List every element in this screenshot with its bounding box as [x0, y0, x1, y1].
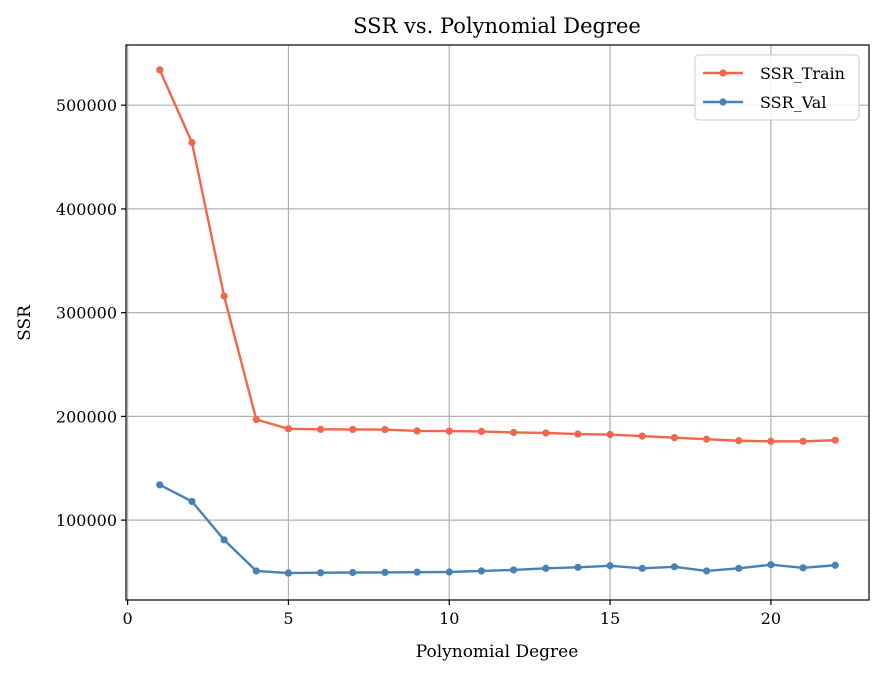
data-point-ssr-train [220, 292, 228, 300]
series-ssr-val [156, 481, 839, 577]
legend-frame [694, 54, 860, 121]
data-point-ssr-train [735, 437, 743, 445]
data-point-ssr-train [509, 428, 518, 437]
plot-frame [125, 44, 870, 601]
data-point-ssr-val [670, 563, 679, 571]
legend-label: SSR_Train [760, 64, 845, 83]
y-tick-label: 100000 [56, 511, 117, 530]
data-point-ssr-train [638, 432, 646, 440]
data-point-ssr-train [188, 138, 196, 147]
x-tick-label: 10 [439, 609, 459, 628]
series-layer [156, 66, 839, 577]
x-tick-label: 15 [600, 609, 620, 628]
data-point-ssr-val [542, 564, 550, 572]
data-point-ssr-val [316, 569, 325, 577]
y-axis-label: SSR [15, 304, 35, 341]
legend: SSR_Train SSR_Val [694, 54, 860, 121]
x-tick-label: 20 [761, 609, 781, 628]
data-point-ssr-val [284, 569, 293, 577]
data-point-ssr-val [477, 567, 486, 575]
data-point-ssr-train [542, 429, 550, 437]
data-point-ssr-train [284, 425, 293, 433]
data-point-ssr-val [445, 568, 453, 576]
x-axis-ticks: 0 5 10 15 20 [123, 600, 781, 628]
data-point-ssr-train [702, 435, 711, 443]
legend-item: SSR_Val [703, 93, 826, 112]
series-ssr-train [156, 66, 839, 445]
data-point-ssr-val [574, 563, 582, 571]
data-point-ssr-val [413, 568, 421, 576]
data-point-ssr-val [606, 562, 614, 570]
data-point-ssr-val [831, 561, 839, 569]
data-point-ssr-train [799, 437, 807, 445]
data-point-ssr-train [477, 427, 486, 436]
data-point-ssr-train [670, 434, 679, 442]
data-point-ssr-train [156, 66, 164, 74]
data-point-ssr-val [220, 536, 228, 544]
data-point-ssr-train [349, 425, 357, 434]
data-point-ssr-val [735, 564, 743, 572]
y-tick-label: 200000 [56, 407, 117, 426]
legend-swatch-marker [719, 69, 727, 77]
legend-swatch-marker [719, 98, 727, 106]
data-point-ssr-val [381, 568, 389, 577]
data-point-ssr-train [381, 425, 389, 434]
x-tick-label: 5 [283, 609, 293, 628]
data-point-ssr-train [767, 437, 775, 445]
data-point-ssr-val [638, 564, 646, 572]
data-point-ssr-train [606, 430, 614, 439]
legend-item: SSR_Train [703, 64, 845, 83]
data-point-ssr-val [799, 564, 807, 572]
x-tick-label: 0 [123, 609, 133, 628]
series-line-ssr-val [159, 483, 836, 575]
series-line-ssr-train [158, 69, 836, 443]
chart-title: SSR vs. Polynomial Degree [353, 14, 641, 38]
data-point-ssr-train [413, 427, 421, 435]
data-point-ssr-val [349, 568, 357, 577]
data-point-ssr-val [156, 481, 164, 489]
data-point-ssr-train [316, 425, 325, 433]
y-axis-ticks: 100000 200000 300000 400000 500000 [56, 96, 126, 530]
data-point-ssr-train [445, 427, 453, 435]
y-tick-label: 300000 [56, 304, 117, 323]
data-point-ssr-val [252, 567, 260, 575]
data-point-ssr-val [188, 497, 196, 506]
legend-label: SSR_Val [760, 93, 826, 112]
y-tick-label: 400000 [56, 200, 117, 219]
data-point-ssr-val [702, 567, 711, 575]
x-axis-label: Polynomial Degree [416, 642, 579, 662]
data-point-ssr-train [574, 430, 582, 438]
data-point-ssr-val [509, 566, 518, 574]
y-tick-label: 500000 [56, 96, 117, 115]
data-point-ssr-train [831, 436, 839, 444]
data-point-ssr-train [252, 415, 260, 424]
data-point-ssr-val [767, 561, 775, 569]
